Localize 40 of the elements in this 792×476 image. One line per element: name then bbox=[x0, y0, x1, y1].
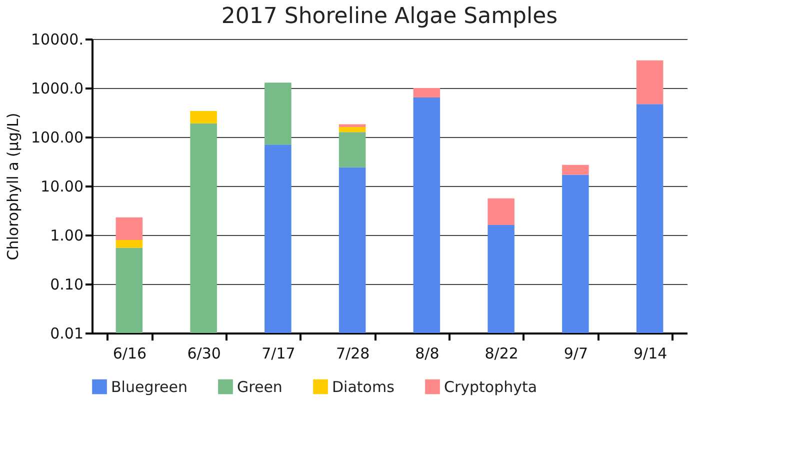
x-tick-label: 9/7 bbox=[564, 344, 588, 362]
legend-label: Green bbox=[237, 378, 282, 396]
bar bbox=[488, 225, 514, 333]
bar bbox=[116, 217, 143, 240]
x-tick-label: 9/14 bbox=[633, 344, 668, 362]
bar bbox=[264, 144, 292, 333]
x-tick-label: 7/17 bbox=[262, 344, 296, 362]
bar bbox=[488, 198, 514, 225]
x-tick-label: 6/30 bbox=[187, 344, 221, 362]
y-tick-label: 0.10 bbox=[50, 276, 84, 294]
chart-title: 2017 Shoreline Algae Samples bbox=[221, 4, 558, 29]
legend-label: Cryptophyta bbox=[444, 378, 538, 396]
legend-label: Diatoms bbox=[332, 378, 395, 396]
bar bbox=[562, 164, 589, 175]
x-tick-label: 8/8 bbox=[415, 344, 440, 362]
x-tick-label: 6/16 bbox=[112, 344, 147, 362]
bar bbox=[116, 240, 143, 248]
bar bbox=[264, 82, 292, 145]
bar bbox=[338, 124, 366, 127]
y-tick-label: 10000. bbox=[31, 30, 84, 48]
y-tick-label: 1000.0 bbox=[31, 80, 84, 98]
x-tick-label: 7/28 bbox=[336, 344, 370, 362]
bar bbox=[413, 88, 440, 98]
bar bbox=[190, 110, 217, 124]
bar bbox=[562, 174, 589, 333]
y-tick-label: 0.01 bbox=[50, 324, 84, 342]
bar bbox=[116, 248, 143, 333]
y-tick-label: 100.00 bbox=[31, 128, 84, 146]
x-tick-label: 8/22 bbox=[484, 344, 518, 362]
bar bbox=[636, 60, 664, 104]
bar bbox=[190, 123, 217, 333]
bar bbox=[338, 132, 366, 168]
y-tick-label: 1.00 bbox=[50, 226, 84, 244]
bar bbox=[636, 104, 664, 333]
y-tick-label: 10.00 bbox=[40, 178, 84, 196]
bar bbox=[338, 127, 366, 132]
bar bbox=[338, 167, 366, 333]
legend-label: Bluegreen bbox=[111, 378, 188, 396]
bar bbox=[413, 97, 440, 333]
y-axis-title: Chlorophyll a (µg/L) bbox=[4, 112, 22, 260]
